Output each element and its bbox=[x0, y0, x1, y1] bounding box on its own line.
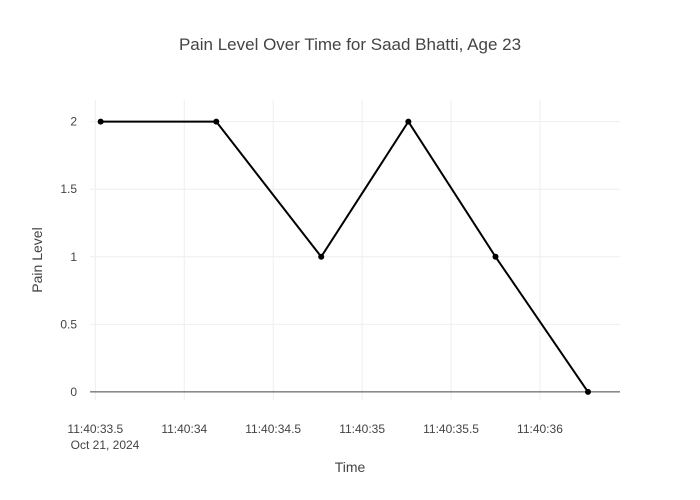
data-point-1[interactable] bbox=[213, 118, 220, 125]
data-point-2[interactable] bbox=[318, 253, 325, 260]
x-axis-date-label: Oct 21, 2024 bbox=[71, 438, 140, 452]
series-line bbox=[100, 120, 589, 393]
x-tick-label-4: 11:40:35.5 bbox=[423, 422, 479, 436]
y-tick-label-4: 2 bbox=[70, 115, 77, 129]
data-point-3[interactable] bbox=[405, 118, 412, 125]
chart-title: Pain Level Over Time for Saad Bhatti, Ag… bbox=[179, 35, 521, 54]
x-tick-label-0: 11:40:33.5 bbox=[67, 422, 123, 436]
grid-layer bbox=[90, 100, 620, 400]
x-tick-label-1: 11:40:34 bbox=[161, 422, 207, 436]
x-tick-label-3: 11:40:35 bbox=[339, 422, 385, 436]
data-point-5[interactable] bbox=[584, 388, 591, 395]
tick-label-layer: 11:40:33.5 11:40:34 11:40:34.5 11:40:35 11:4… bbox=[60, 115, 563, 436]
data-point-0[interactable] bbox=[97, 118, 104, 125]
y-tick-label-0: 0 bbox=[70, 385, 77, 399]
x-tick-label-2: 11:40:34.5 bbox=[245, 422, 301, 436]
x-tick-label-5: 11:40:36 bbox=[517, 422, 563, 436]
y-tick-label-1: 0.5 bbox=[60, 317, 77, 331]
data-point-4[interactable] bbox=[492, 253, 499, 260]
series-layer bbox=[97, 118, 591, 395]
x-axis-title: Time bbox=[335, 459, 366, 475]
y-tick-label-3: 1.5 bbox=[60, 182, 77, 196]
y-axis-title: Pain Level bbox=[29, 227, 45, 292]
y-tick-label-2: 1 bbox=[70, 250, 77, 264]
